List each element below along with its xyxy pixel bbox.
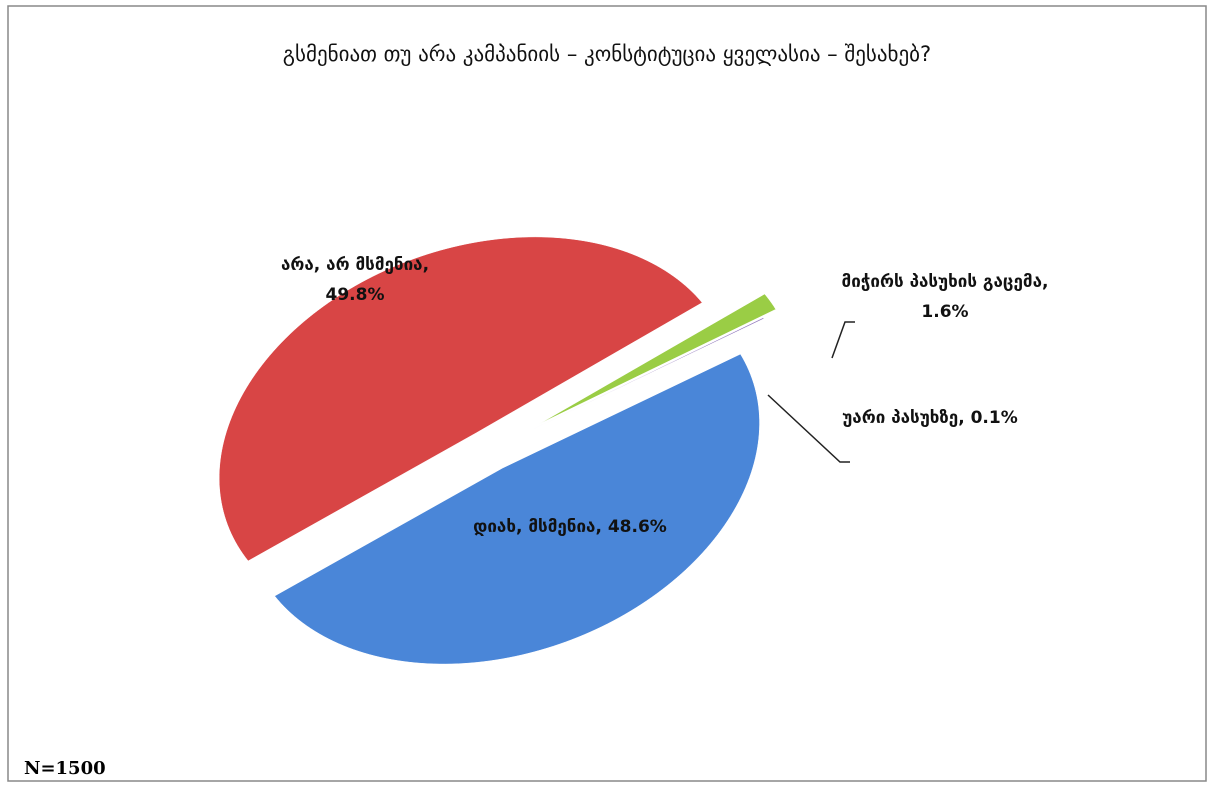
pie-slice — [218, 236, 703, 562]
leader-line — [767, 394, 850, 463]
data-label: უარი პასუხზე, 0.1% — [842, 408, 1018, 428]
pie-slice — [274, 353, 760, 665]
chart-frame — [7, 5, 1207, 782]
data-label: არა, არ მსმენია, 49.8% — [280, 255, 430, 305]
leader-line — [831, 321, 855, 359]
pie-slice — [538, 293, 777, 425]
chart-title: გსმენიათ თუ არა კამპანიის – კონსტიტუცია … — [282, 42, 932, 66]
data-label: მიჭირს პასუხის გაცემა, 1.6% — [841, 272, 1049, 322]
sample-note: N=1500 — [24, 758, 106, 779]
data-label: დიახ, მსმენია, 48.6% — [473, 517, 667, 537]
pie-slice — [525, 317, 765, 433]
